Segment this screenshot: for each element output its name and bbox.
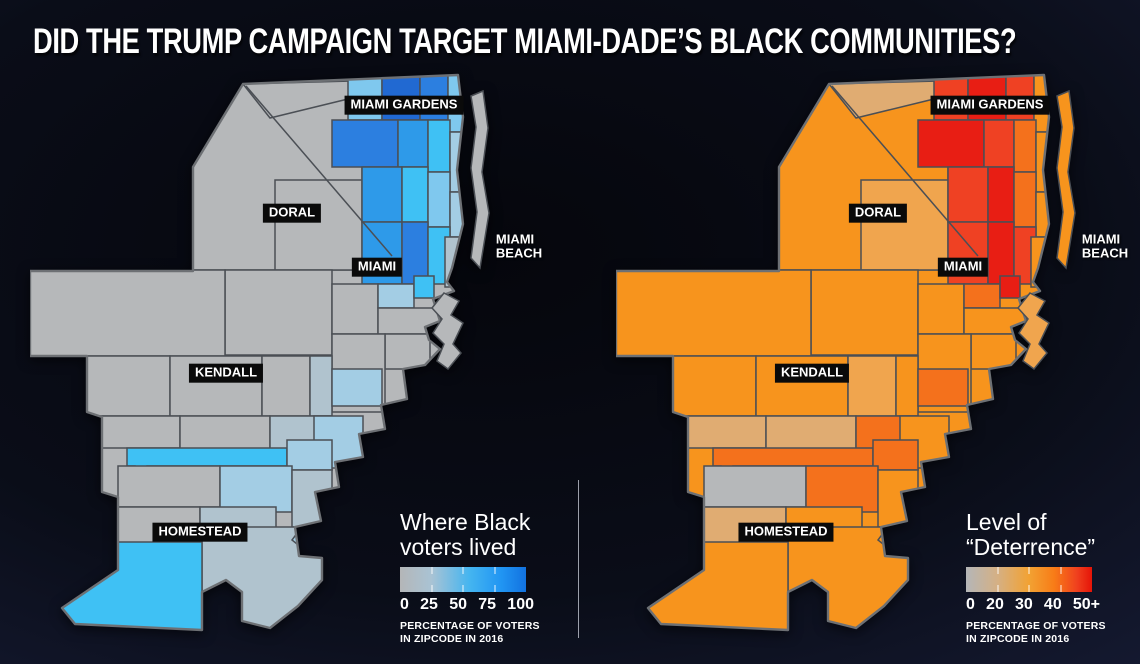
zip-region-beach [470,89,490,270]
legend-deterrence: Level of “Deterrence” 0 20 30 40 50+ PERCENTA… [966,510,1106,646]
zip-region-g12 [987,166,1015,223]
choropleth-map-deterrence: MIAMI GARDENS DORAL MIAMI MIAMI BEACH KENDALL… [616,72,1140,664]
zip-region-g23 [963,283,1001,309]
zip-region-k1 [672,355,757,417]
city-label-kendall: KENDALL [188,363,264,383]
zip-region-stairs [201,526,323,630]
zip-region-g7 [397,119,429,168]
page-title: DID THE TRUMP CAMPAIGN TARGET MIAMI-DADE… [33,22,1017,61]
legend-tick: 75 [478,596,497,613]
zip-region-b3 [877,469,919,528]
zip-region-g10 [361,166,403,223]
zip-region-g23 [377,283,415,309]
city-label-doral: DORAL [848,203,908,223]
zip-region-b1 [703,465,807,508]
zip-region-strip_e [286,439,333,471]
city-label-homestead: HOMESTEAD [738,522,834,542]
legend-tick: 50+ [1072,596,1100,613]
legend-gradient-bar [400,567,526,592]
zip-region-tip [60,541,203,630]
legend-gradient-bar [966,567,1092,592]
city-label-doral: DORAL [262,203,322,223]
zip-region-g8 [427,119,451,173]
city-label-miami-beach: MIAMI BEACH [1081,231,1129,260]
city-label-kendall: KENDALL [774,363,850,383]
zip-region-b1 [117,465,221,508]
zip-region-w2 [616,269,812,357]
zip-region-b2 [805,465,879,513]
city-label-miami-gardens: MIAMI GARDENS [344,95,464,115]
zip-region-tip [646,541,789,630]
zip-region-g13 [1013,171,1037,228]
choropleth-map-black-voters: MIAMI GARDENS DORAL MIAMI MIAMI BEACH KENDALL… [30,72,563,664]
city-label-homestead: HOMESTEAD [152,522,248,542]
zip-region-g22 [917,283,965,335]
city-label-miami-beach: MIAMI BEACH [495,231,543,260]
legend-caption: PERCENTAGE OF VOTERS IN ZIPCODE IN 2016 [966,620,1106,646]
legend-tick: 0 [400,596,409,613]
legend-divider [578,480,579,638]
zip-region-ke [331,368,383,407]
legend-tick: 25 [420,596,438,613]
zip-region-g12 [401,166,429,223]
legend-tick: 30 [1014,596,1033,613]
zip-region-g10 [947,166,989,223]
legend-title: Where Black voters lived [400,509,531,560]
zip-region-c2 [970,333,1017,370]
zip-region-g13 [427,171,451,228]
legend-black-voters: Where Black voters lived 0 25 50 75 100 PERCE… [400,510,540,646]
zip-region-g20 [413,275,435,299]
zip-region-w2 [30,269,226,357]
zip-region-doral [274,179,363,271]
zip-region-k1 [86,355,171,417]
legend-tick: 40 [1043,596,1062,613]
zip-region-doral [860,179,949,271]
zip-region-g22 [331,283,379,335]
legend-tick-labels: 0 25 50 75 100 [400,596,534,614]
zip-region-k3 [847,355,897,417]
legend-title: Level of “Deterrence” [966,509,1096,560]
zip-region-q2 [224,269,333,356]
zip-region-g7 [983,119,1015,168]
zip-region-c1 [963,307,1029,335]
zip-region-g20 [999,275,1021,299]
zip-region-stairs [787,526,909,630]
city-label-miami: MIAMI [937,257,989,277]
zip-region-g8 [1013,119,1037,173]
zip-region-g16 [401,221,429,285]
zip-region-beach [1056,89,1076,270]
zip-region-k3 [261,355,311,417]
legend-tick-labels: 0 20 30 40 50+ [966,596,1100,614]
zip-region-c1 [377,307,443,335]
zip-region-keyb [431,292,464,371]
legend-tick: 0 [966,596,975,613]
zip-region-g6 [917,119,985,168]
zip-region-ke [917,368,969,407]
zip-region-b3 [291,469,333,528]
zip-region-k4 [309,355,333,417]
zip-region-g16 [987,221,1015,285]
zip-region-k4 [895,355,919,417]
city-label-miami-gardens: MIAMI GARDENS [930,95,1050,115]
city-label-miami: MIAMI [351,257,403,277]
zip-region-c2 [384,333,431,370]
zip-region-b2 [219,465,293,513]
zip-region-strip_e [872,439,919,471]
legend-caption: PERCENTAGE OF VOTERS IN ZIPCODE IN 2016 [400,620,540,646]
legend-tick: 50 [449,596,467,613]
zip-region-q2 [810,269,919,356]
zip-region-keyb [1017,292,1050,371]
legend-tick: 100 [507,596,534,613]
legend-tick: 20 [986,596,1004,613]
zip-region-g6 [331,119,399,168]
